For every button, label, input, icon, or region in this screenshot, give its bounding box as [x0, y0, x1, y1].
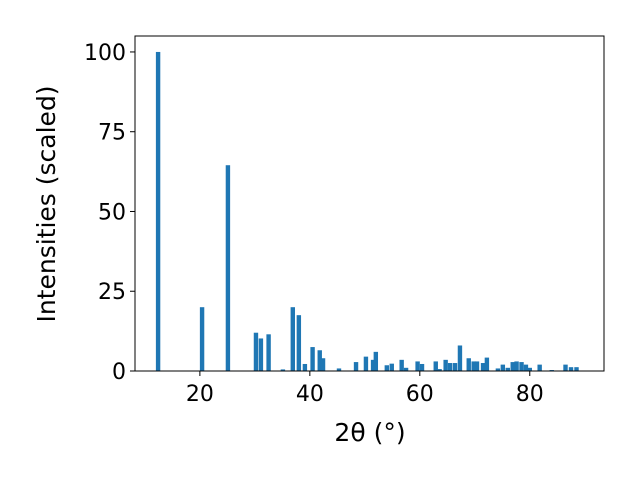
y-tick-label: 50 — [98, 200, 126, 225]
bar — [457, 345, 463, 371]
bar — [353, 362, 359, 371]
bar — [563, 364, 568, 371]
bar — [373, 351, 379, 371]
bar — [568, 367, 574, 371]
bar — [433, 361, 438, 371]
bar — [317, 350, 322, 371]
bar — [384, 365, 390, 371]
bar — [519, 362, 524, 371]
bar — [389, 363, 394, 371]
bar — [474, 361, 480, 371]
bar — [258, 338, 264, 371]
y-tick-label: 0 — [112, 360, 126, 385]
bar — [523, 364, 529, 371]
y-tick-label: 25 — [98, 280, 126, 305]
x-tick-label: 60 — [406, 382, 434, 407]
bar — [370, 359, 376, 371]
bar — [399, 359, 404, 371]
bar — [225, 165, 231, 371]
bar — [466, 358, 471, 371]
bar — [480, 363, 486, 371]
bar — [403, 367, 409, 371]
x-tick-label: 80 — [516, 382, 544, 407]
bar — [484, 357, 490, 371]
bar — [336, 368, 342, 371]
bar — [510, 362, 515, 371]
bar — [415, 361, 420, 371]
x-axis-label: 2θ (°) — [334, 418, 405, 447]
bar — [471, 361, 476, 371]
bar — [419, 363, 425, 371]
bar — [537, 364, 542, 371]
bar — [320, 358, 326, 371]
bar — [443, 359, 448, 371]
y-tick-label: 75 — [98, 121, 126, 146]
bar — [296, 315, 302, 371]
x-tick-label: 40 — [296, 382, 324, 407]
plot-frame — [134, 35, 605, 372]
bar — [452, 363, 458, 371]
bar — [280, 369, 286, 371]
bar — [363, 356, 369, 371]
bar — [447, 363, 453, 371]
bar — [500, 364, 506, 371]
bar — [514, 361, 519, 371]
bar — [199, 307, 205, 371]
x-tick-label: 20 — [186, 382, 214, 407]
bar — [266, 334, 271, 371]
bar — [253, 332, 259, 371]
bar — [574, 367, 579, 371]
bar — [310, 347, 315, 371]
bar — [505, 367, 510, 371]
bar — [290, 307, 295, 371]
bar — [437, 369, 442, 371]
bar — [495, 368, 501, 371]
bar — [155, 51, 161, 371]
y-tick-label: 100 — [84, 41, 126, 66]
y-axis-label: Intensities (scaled) — [32, 85, 61, 322]
bar — [527, 367, 532, 371]
bar — [302, 363, 308, 371]
